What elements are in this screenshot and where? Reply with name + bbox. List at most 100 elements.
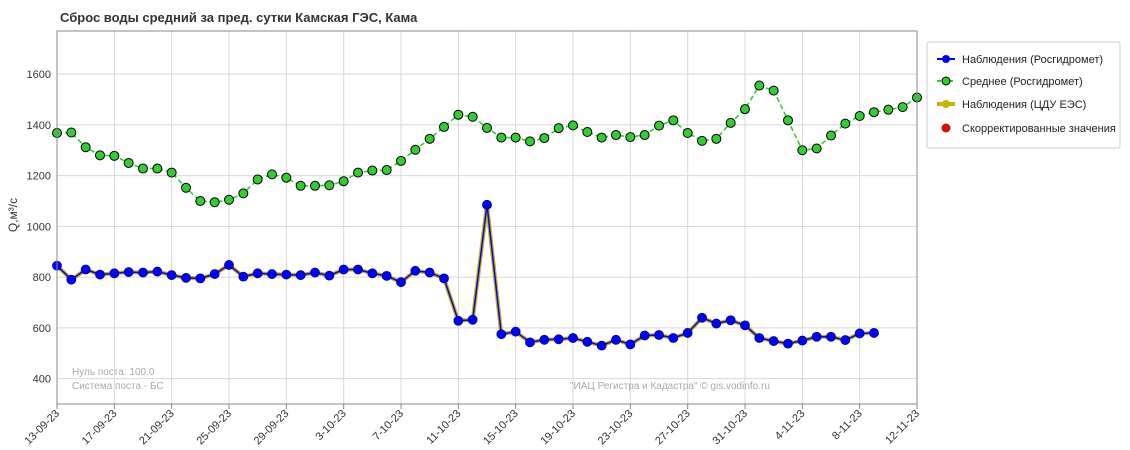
- point-average: [596, 132, 607, 143]
- point-observation: [553, 334, 564, 345]
- point-observation: [711, 318, 722, 329]
- point-average: [138, 163, 148, 174]
- point-average: [525, 136, 535, 147]
- point-average: [840, 118, 851, 129]
- x-tick-label: 8-11-23: [830, 408, 865, 443]
- legend-label: Наблюдения (ЦДУ ЕЭС): [962, 99, 1086, 111]
- point-observation: [123, 267, 134, 277]
- point-average: [152, 163, 163, 174]
- point-observation: [639, 330, 650, 341]
- point-observation: [654, 330, 664, 340]
- point-observation: [783, 338, 793, 349]
- point-average: [869, 107, 879, 118]
- point-average: [797, 145, 808, 156]
- x-tick-label: 31-10-23: [710, 408, 750, 448]
- point-observation: [252, 268, 263, 279]
- x-tick-label: 29-09-23: [252, 408, 292, 448]
- point-average: [453, 109, 464, 120]
- point-observation: [496, 329, 507, 340]
- y-tick-label: 1400: [27, 120, 51, 132]
- gauge-zero-note: Нуль поста: 100.0: [72, 367, 155, 378]
- point-average: [783, 115, 793, 126]
- series-line-observations: [56, 204, 875, 347]
- point-average: [639, 130, 650, 141]
- point-average: [711, 133, 722, 144]
- point-average: [252, 174, 263, 185]
- copyright-note: "ИАЦ Регистра и Кадастра" © gis.vodinfo.…: [570, 381, 770, 392]
- point-average: [324, 180, 335, 191]
- point-average: [854, 111, 865, 122]
- x-tick-label: 27-10-23: [653, 408, 693, 448]
- point-average: [181, 182, 191, 193]
- point-observation: [138, 267, 148, 278]
- point-observation: [740, 320, 750, 331]
- plot-frame: [56, 30, 918, 405]
- legend-marker-corrected: [941, 123, 951, 133]
- point-average: [568, 120, 578, 131]
- point-observation: [797, 335, 808, 346]
- point-observation: [596, 340, 607, 351]
- legend-label: Среднее (Росгидромет): [962, 76, 1083, 88]
- point-observation: [510, 326, 521, 337]
- x-axis-ticks: 13-09-23 17-09-23 21-09-23 25-09-23 29-09-23…: [22, 408, 922, 448]
- point-observation: [826, 331, 836, 342]
- point-observation: [725, 315, 736, 326]
- point-observation: [224, 260, 234, 270]
- x-tick-label: 3-10-23: [313, 408, 348, 443]
- point-observation: [625, 339, 636, 350]
- y-tick-label: 1600: [27, 69, 51, 81]
- legend-marker: [941, 76, 951, 86]
- x-tick-label: 23-10-23: [596, 408, 636, 448]
- legend-marker: [942, 100, 950, 108]
- x-tick-label: 11-10-23: [424, 408, 463, 447]
- point-observation: [281, 269, 292, 280]
- legend-label: Наблюдения (Росгидромет): [962, 54, 1103, 66]
- x-tick-label: 21-09-23: [137, 408, 177, 448]
- x-tick-label: 15-10-23: [481, 408, 521, 448]
- point-average: [424, 133, 435, 144]
- y-tick-label: 1200: [27, 171, 51, 183]
- point-average: [95, 150, 105, 161]
- point-observation: [482, 199, 492, 210]
- point-average: [740, 104, 750, 115]
- series-layer: [52, 80, 922, 351]
- point-observation: [367, 268, 378, 279]
- point-average: [897, 102, 908, 113]
- point-average: [654, 120, 664, 131]
- point-observation: [539, 334, 550, 345]
- point-average: [109, 150, 120, 161]
- point-average: [381, 165, 392, 176]
- point-average: [768, 85, 779, 96]
- legend-label: Скорректированные значения: [962, 123, 1116, 135]
- point-observation: [754, 333, 765, 343]
- point-observation: [80, 264, 91, 275]
- x-tick-label: 19-10-23: [538, 408, 578, 448]
- point-observation: [840, 335, 851, 345]
- point-average: [682, 128, 693, 139]
- gauge-system-note: Система поста - БС: [72, 381, 164, 392]
- x-tick-label: 17-09-23: [80, 408, 120, 448]
- point-observation: [396, 277, 406, 288]
- point-average: [238, 188, 249, 199]
- point-average: [396, 155, 406, 166]
- x-tick-label: 7-10-23: [371, 408, 406, 443]
- point-average: [883, 104, 894, 115]
- point-average: [267, 169, 277, 180]
- point-average: [582, 126, 593, 137]
- point-observation: [152, 266, 163, 277]
- point-average: [123, 157, 134, 168]
- y-axis-ticks: 400 600 800 1000 1200 1400 1600: [27, 69, 51, 385]
- point-observation: [611, 334, 621, 345]
- point-average: [467, 111, 478, 122]
- point-observation: [95, 269, 105, 280]
- y-tick-label: 400: [33, 374, 51, 386]
- point-average: [80, 142, 91, 153]
- point-average: [367, 165, 378, 176]
- point-average: [209, 197, 220, 208]
- y-tick-label: 800: [33, 272, 51, 284]
- x-tick-label: 4-11-23: [773, 408, 808, 443]
- point-average: [539, 133, 550, 144]
- x-tick-label: 25-09-23: [194, 408, 234, 448]
- point-observation: [166, 270, 177, 280]
- x-tick-label: 13-09-23: [22, 408, 62, 448]
